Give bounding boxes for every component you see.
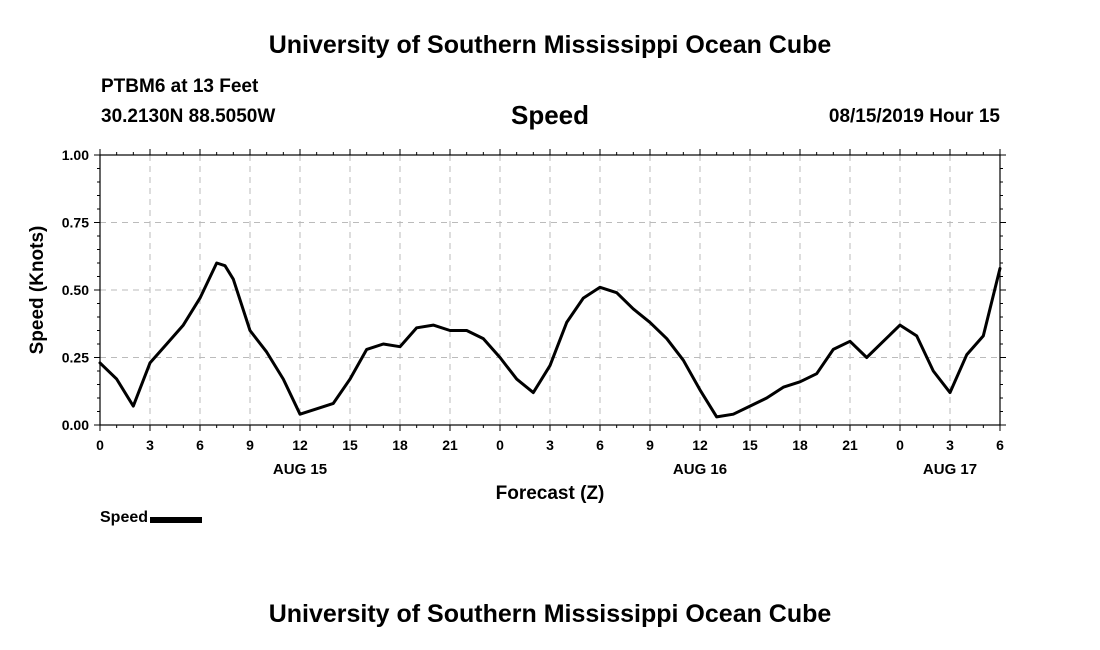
speed-chart: 0 3 6 9 12 15 18 21 0 3 6 9 12 15 18 21 0 3 6 0.00 0.25 0.50 0…: [27, 147, 1006, 504]
x-tick-label: 6: [196, 437, 204, 453]
x-tick-label: 15: [742, 437, 758, 453]
x-tick-label: 9: [646, 437, 654, 453]
bottom-title: University of Southern Mississippi Ocean…: [268, 600, 832, 628]
x-tick-label: 3: [546, 437, 554, 453]
x-tick-label: 15: [342, 437, 358, 453]
x-tick-label: 18: [792, 437, 808, 453]
top-title: University of Southern Mississippi Ocean…: [268, 31, 832, 59]
y-tick-label: 0.00: [62, 417, 89, 433]
x-tick-label: 12: [292, 437, 308, 453]
y-tick-label: 0.50: [62, 282, 89, 298]
x-axis-title: Forecast (Z): [496, 483, 605, 504]
x-tick-label: 0: [96, 437, 104, 453]
y-tick-label: 0.75: [62, 215, 89, 231]
date-label: AUG 15: [273, 461, 327, 478]
tick-labels: 0 3 6 9 12 15 18 21 0 3 6 9 12 15 18 21 0 3 6 0.00 0.25 0.50 0…: [62, 147, 1004, 478]
date-label: AUG 17: [923, 461, 977, 478]
x-tick-label: 12: [692, 437, 708, 453]
x-tick-label: 0: [496, 437, 504, 453]
date-label: AUG 16: [673, 461, 727, 478]
x-tick-label: 18: [392, 437, 408, 453]
datetime-label: 08/15/2019 Hour 15: [828, 106, 1000, 127]
x-tick-label: 6: [996, 437, 1004, 453]
legend-label: Speed: [100, 509, 149, 526]
y-axis-title: Speed (Knots): [27, 226, 48, 355]
x-tick-label: 21: [442, 437, 458, 453]
series-layer: [98, 261, 1002, 419]
x-tick-label: 9: [246, 437, 254, 453]
x-tick-label: 21: [842, 437, 858, 453]
series-line-speed: [98, 261, 1002, 419]
coordinates-label: 30.2130N 88.5050W: [101, 106, 276, 127]
station-label: PTBM6 at 13 Feet: [101, 76, 259, 97]
axis-ticks: [94, 149, 1006, 431]
y-tick-label: 0.25: [62, 350, 89, 366]
x-tick-label: 3: [946, 437, 954, 453]
x-tick-label: 3: [146, 437, 154, 453]
grid-lines: [100, 155, 1000, 425]
x-tick-label: 6: [596, 437, 604, 453]
legend-swatch: [150, 517, 203, 523]
legend: Speed: [100, 509, 203, 527]
chart-title: Speed: [510, 100, 590, 130]
y-tick-label: 1.00: [62, 147, 89, 163]
x-tick-label: 0: [896, 437, 904, 453]
